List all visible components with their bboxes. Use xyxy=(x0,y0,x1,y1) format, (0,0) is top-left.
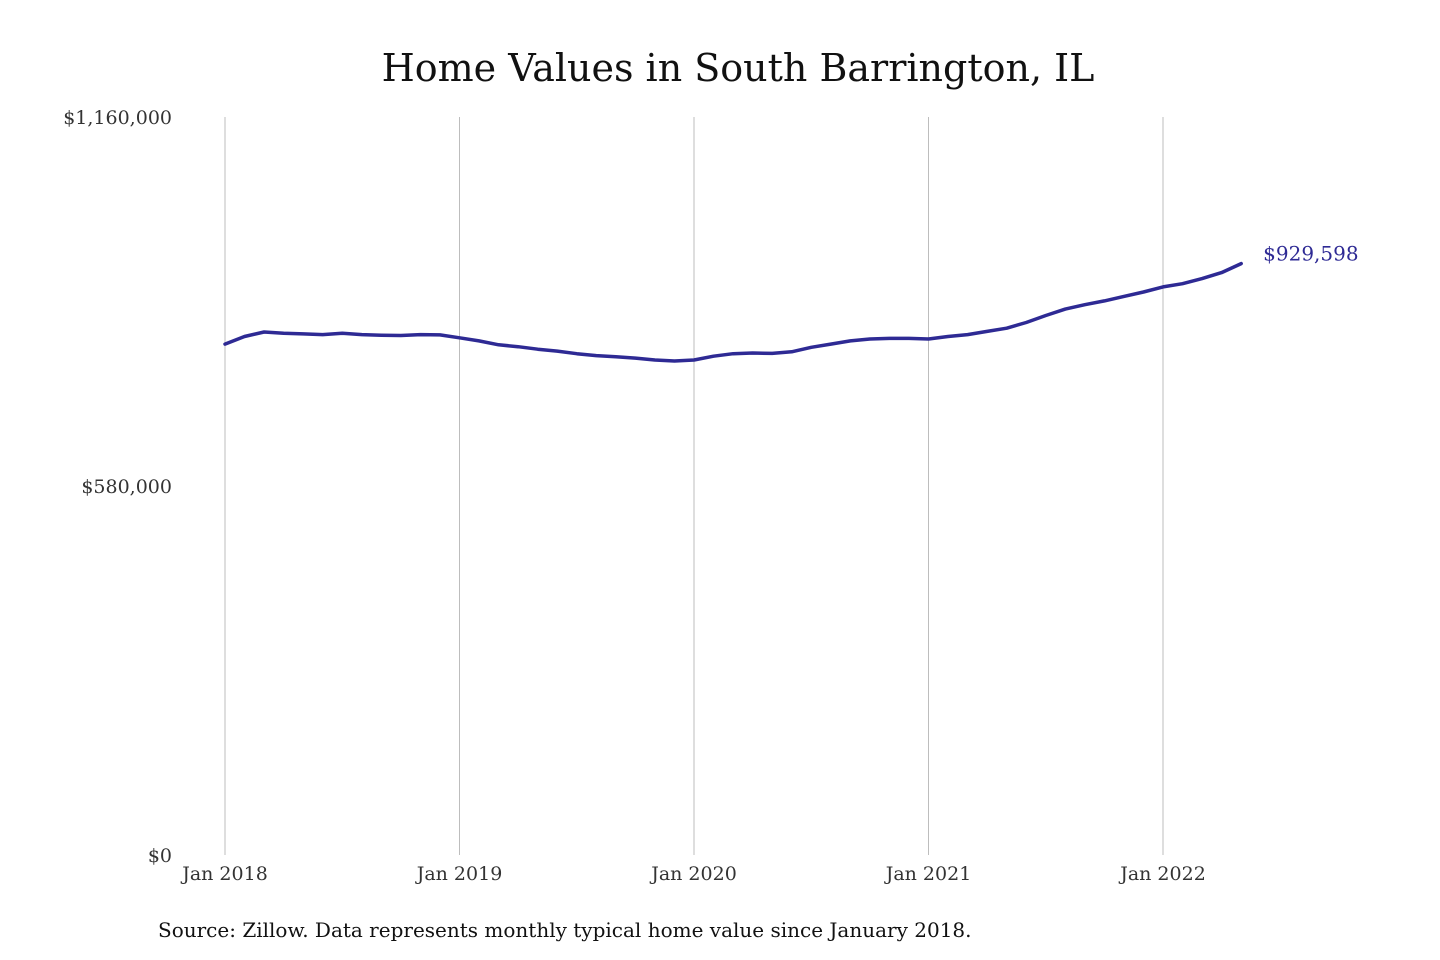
y-axis-tick-labels: $1,160,000 $580,000 $0 xyxy=(63,107,172,867)
chart-title: Home Values in South Barrington, IL xyxy=(382,46,1095,90)
x-tick-label: Jan 2019 xyxy=(415,863,503,885)
y-tick-label: $580,000 xyxy=(81,476,172,498)
x-tick-label: Jan 2022 xyxy=(1118,863,1206,885)
series-layer xyxy=(223,261,1243,363)
x-tick-label: Jan 2020 xyxy=(649,863,737,885)
gridlines xyxy=(224,117,1164,855)
y-tick-label: $0 xyxy=(148,845,172,867)
end-value-label: $929,598 xyxy=(1263,242,1358,266)
series-line-0 xyxy=(223,261,1243,363)
annotation-layer: $929,598 xyxy=(1263,242,1358,266)
x-tick-label: Jan 2021 xyxy=(884,863,972,885)
y-tick-label: $1,160,000 xyxy=(63,107,172,129)
x-axis-tick-labels: Jan 2018 Jan 2019 Jan 2020 Jan 2021 Jan 2022 xyxy=(180,863,1206,885)
source-note: Source: Zillow. Data represents monthly … xyxy=(158,918,972,942)
x-tick-label: Jan 2018 xyxy=(180,863,268,885)
